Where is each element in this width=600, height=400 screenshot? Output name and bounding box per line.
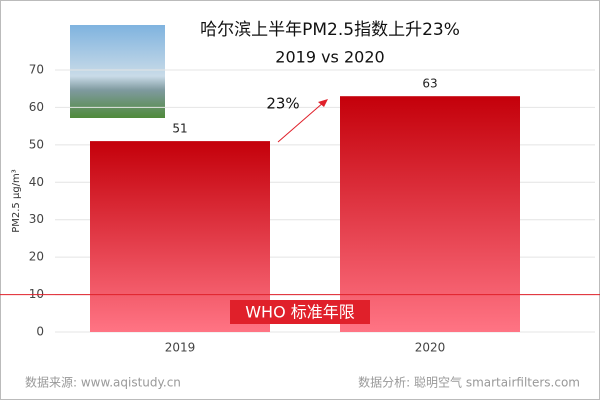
- reference-label: WHO 标准年限: [245, 303, 355, 322]
- y-tick-label: 60: [29, 100, 44, 114]
- x-tick-label: 2019: [165, 341, 196, 355]
- chart-subtitle: 2019 vs 2020: [275, 48, 384, 67]
- source-right: 数据分析: 聪明空气 smartairfilters.com: [358, 375, 580, 390]
- annotation-arrow: [277, 101, 325, 143]
- annotation: 23%: [266, 95, 299, 113]
- y-tick-label: 70: [29, 63, 44, 77]
- y-tick-label: 0: [36, 325, 44, 339]
- y-tick-label: 40: [29, 175, 44, 189]
- y-tick-label: 30: [29, 212, 44, 226]
- annotation-arrowhead: [318, 99, 328, 107]
- y-tick-label: 20: [29, 250, 44, 264]
- bar: [340, 96, 520, 332]
- chart-title: 哈尔滨上半年PM2.5指数上升23%: [200, 20, 460, 40]
- reference-label-bg: [230, 300, 370, 324]
- y-tick-label: 50: [29, 137, 44, 151]
- value-label: 63: [422, 77, 437, 91]
- y-axis-label: PM2.5 μg/m³: [11, 169, 22, 233]
- source-left: 数据来源: www.aqistudy.cn: [25, 375, 181, 390]
- city-photo: [70, 25, 165, 118]
- value-label: 51: [172, 122, 187, 136]
- x-tick-label: 2020: [415, 341, 446, 355]
